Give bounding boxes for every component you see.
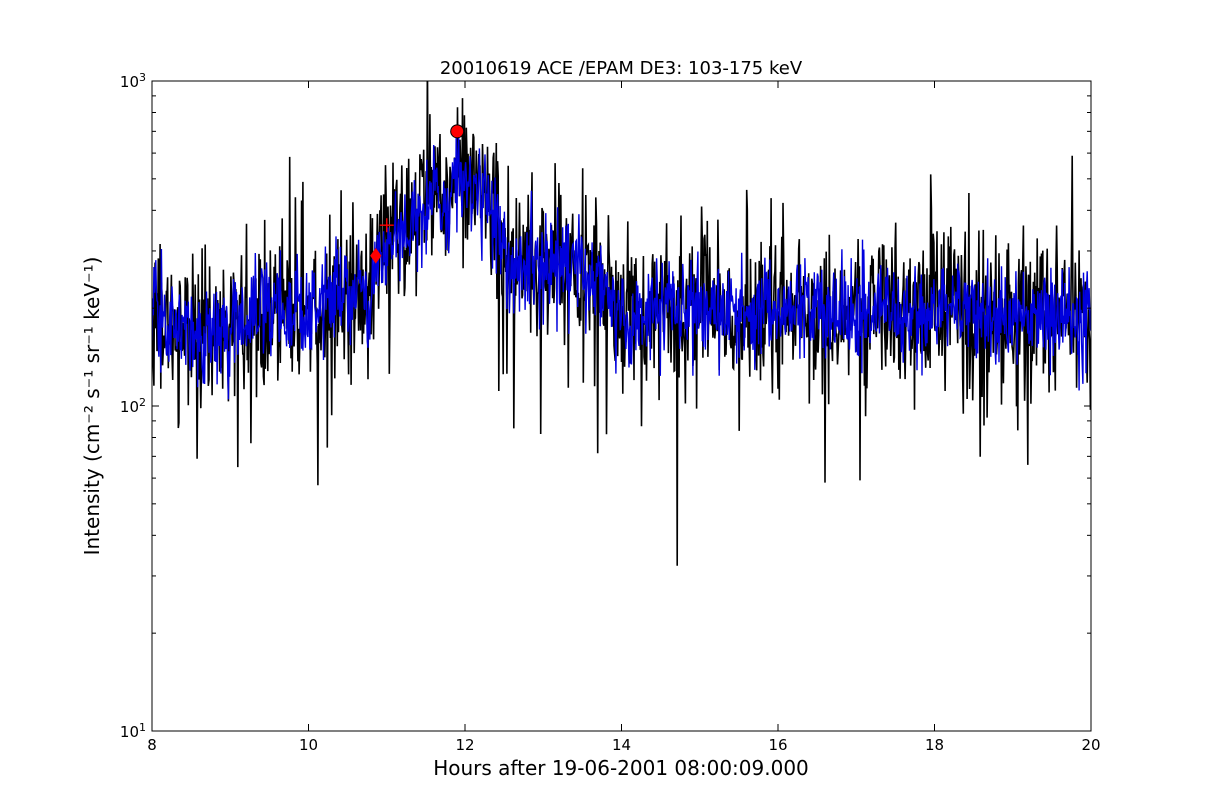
x-tick-label: 20 [1081,736,1100,754]
y-tick-label: 102 [120,396,146,416]
x-tick-label: 12 [455,736,474,754]
y-tick-label: 103 [120,71,146,91]
x-tick-label: 10 [299,736,318,754]
x-tick-label: 8 [147,736,157,754]
x-tick-label: 18 [925,736,944,754]
marker-plus [379,218,394,233]
plot-area [152,81,1091,566]
marker-circle [450,124,465,139]
series-line-2 [152,132,1091,400]
x-tick-label: 16 [768,736,787,754]
x-axis-label: Hours after 19-06-2001 08:00:09.000 [433,756,809,780]
x-tick-label: 14 [612,736,631,754]
y-axis-label: Intensity (cm⁻² s⁻¹ sr⁻¹ keV⁻¹) [80,257,104,556]
chart-title: 20010619 ACE /EPAM DE3: 103-175 keV [440,58,803,79]
y-tick-label: 101 [120,721,146,741]
axes: 8 10 12 14 16 18 20 101 102 103 [120,71,1101,754]
marker-diamond [370,247,382,264]
